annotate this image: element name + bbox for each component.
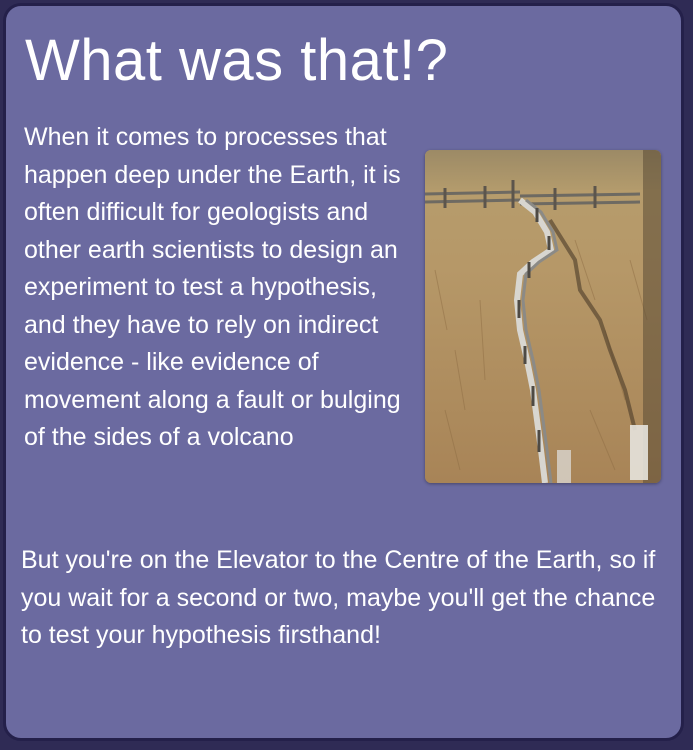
card-title: What was that!? xyxy=(25,28,449,93)
fault-fence-photo xyxy=(425,150,661,483)
fault-fence-photo-image xyxy=(425,150,661,483)
card-body-text: When it comes to processes that happen d… xyxy=(24,123,401,451)
info-card: What was that!? When it comes to process… xyxy=(3,3,684,741)
card-footer-text: But you're on the Elevator to the Centre… xyxy=(21,546,656,649)
